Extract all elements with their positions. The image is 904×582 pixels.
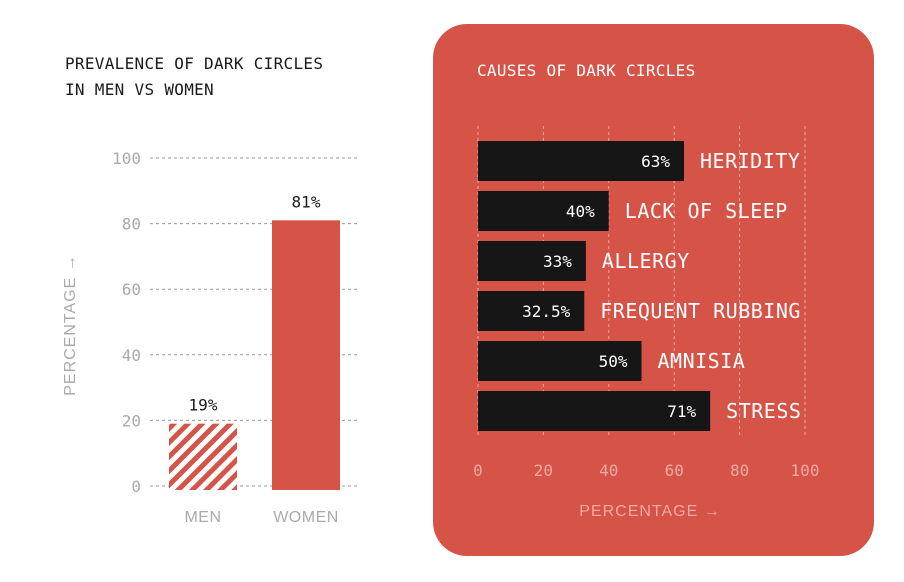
left-chart: 0 20 40 60 80 100 19% MEN 81% WOMEN	[112, 149, 360, 526]
right-category-label: AMNISIA	[658, 349, 746, 373]
left-chart-title: PREVALENCE OF DARK CIRCLES IN MEN VS WOM…	[65, 51, 323, 103]
left-y-tick-label: 20	[122, 411, 141, 430]
right-bar-amnisia	[478, 341, 642, 381]
right-chart: 0 20 40 60 80 100 63% HERIDITY 40% LACK OF SLEEP 3…	[473, 126, 819, 480]
right-bar-allergy	[478, 241, 586, 281]
left-category-label: MEN	[184, 509, 221, 526]
right-bar-value-label: 63%	[641, 152, 670, 171]
left-category-label: WOMEN	[273, 509, 339, 526]
right-x-tick-label: 40	[599, 461, 618, 480]
right-bar-value-label: 32.5%	[522, 302, 571, 321]
right-category-label: HERIDITY	[700, 149, 800, 173]
right-category-label: LACK OF SLEEP	[625, 199, 788, 223]
right-x-axis-label: PERCENTAGE →	[579, 503, 721, 520]
left-y-tick-label: 0	[131, 477, 141, 496]
left-chart-title-line1: PREVALENCE OF DARK CIRCLES	[65, 54, 324, 73]
right-x-tick-label: 80	[730, 461, 749, 480]
left-bar-value-label: 19%	[189, 396, 218, 415]
right-bar-value-label: 50%	[599, 352, 628, 371]
right-bar-lack-of-sleep	[478, 191, 609, 231]
right-x-tick-label: 60	[665, 461, 684, 480]
right-bar-value-label: 71%	[667, 402, 696, 421]
right-category-label: FREQUENT RUBBING	[600, 299, 801, 323]
left-bar-women	[272, 220, 340, 490]
right-category-label: ALLERGY	[602, 249, 690, 273]
causes-panel	[433, 24, 874, 556]
left-y-tick-label: 80	[122, 215, 141, 234]
right-bar-heridity	[478, 141, 685, 181]
right-bar-value-label: 33%	[543, 252, 572, 271]
left-bar-men	[169, 423, 237, 490]
left-y-tick-label: 40	[122, 346, 141, 365]
left-chart-title-line2: IN MEN VS WOMEN	[65, 80, 214, 99]
left-y-tick-label: 100	[112, 149, 141, 168]
right-bar-value-label: 40%	[566, 202, 595, 221]
right-x-tick-label: 20	[534, 461, 553, 480]
left-y-axis-label: PERCENTAGE →	[62, 254, 79, 396]
right-x-tick-label: 0	[473, 461, 483, 480]
right-chart-title: CAUSES OF DARK CIRCLES	[477, 61, 696, 80]
right-bar-stress	[478, 391, 711, 431]
right-x-tick-label: 100	[791, 461, 820, 480]
right-bar-frequent-rubbing	[478, 291, 585, 331]
right-category-label: STRESS	[726, 399, 801, 423]
left-bar-value-label: 81%	[292, 192, 321, 211]
left-y-tick-label: 60	[122, 280, 141, 299]
